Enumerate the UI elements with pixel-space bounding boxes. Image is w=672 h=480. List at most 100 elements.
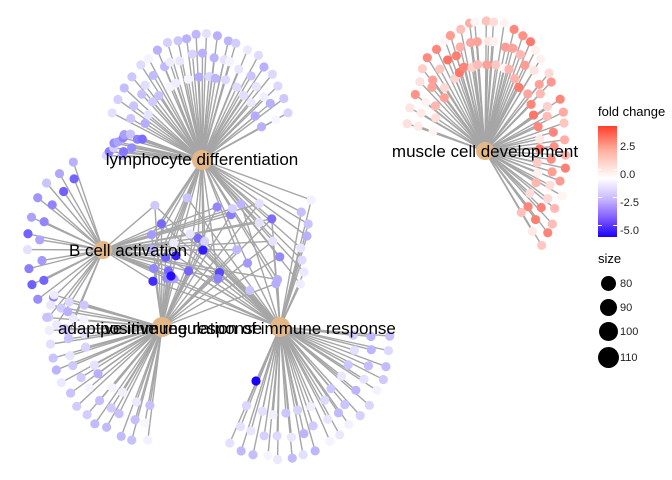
edge <box>201 79 227 161</box>
gene-node <box>174 56 185 66</box>
gene-node <box>378 374 388 385</box>
gene-node <box>197 48 208 58</box>
edge <box>102 204 156 251</box>
edge <box>454 77 486 152</box>
edge <box>276 326 281 436</box>
gene-node <box>42 312 52 322</box>
gene-node <box>136 60 146 70</box>
gene-node <box>428 75 438 85</box>
size-legend-dot <box>599 322 618 341</box>
hub-node-muscle <box>476 142 494 160</box>
gene-node <box>286 432 297 442</box>
gene-node <box>45 339 56 349</box>
gene-node <box>428 126 438 136</box>
gene-node <box>145 400 155 411</box>
gene-node <box>267 214 277 224</box>
gene-node <box>126 113 136 124</box>
gene-node <box>106 403 116 413</box>
gene-node <box>162 37 173 48</box>
edge <box>279 326 329 420</box>
gene-node <box>525 37 536 47</box>
gene-node <box>560 150 571 160</box>
gene-node <box>63 307 73 317</box>
gene-node <box>402 118 412 129</box>
colorbar-tick-label: -2.5 <box>620 197 639 209</box>
gene-node <box>235 421 246 432</box>
gene-node <box>422 53 432 63</box>
hub-label-lymph: lymphocyte differentiation <box>106 150 298 169</box>
edge <box>201 159 302 213</box>
gene-node <box>185 229 195 239</box>
edge <box>279 326 299 411</box>
gene-node <box>223 36 233 46</box>
edge <box>72 161 104 251</box>
edge <box>147 113 203 161</box>
edge <box>201 68 240 161</box>
gene-node <box>54 168 65 179</box>
gene-node <box>421 97 431 107</box>
gene-node <box>535 89 545 99</box>
edge <box>201 86 238 161</box>
gene-node <box>68 360 78 371</box>
edge <box>41 249 104 262</box>
edge <box>102 206 218 251</box>
gene-node <box>146 230 157 240</box>
gene-node <box>24 264 34 274</box>
gene-node <box>293 405 303 415</box>
gene-node <box>79 329 90 339</box>
gene-node <box>191 29 201 39</box>
edge <box>72 249 104 319</box>
edge <box>484 103 532 152</box>
edge <box>435 49 486 152</box>
gene-node <box>530 214 541 225</box>
gene-node <box>63 334 74 344</box>
gene-node <box>140 80 150 90</box>
gene-node <box>299 267 309 277</box>
edge <box>279 326 287 414</box>
gene-node <box>79 315 89 325</box>
edge <box>161 249 238 328</box>
gene-node <box>297 255 307 265</box>
edge <box>279 326 387 368</box>
gene-node <box>169 238 179 248</box>
edge <box>201 159 305 273</box>
edge <box>484 114 534 152</box>
gene-node <box>131 397 141 407</box>
gene-node <box>525 188 535 198</box>
gene-node <box>147 97 158 107</box>
gene-node <box>23 229 33 239</box>
gene-node <box>65 388 76 398</box>
edge <box>39 239 104 251</box>
gene-node <box>508 43 518 53</box>
gene-node <box>154 91 164 101</box>
edge <box>201 96 265 161</box>
gene-node <box>183 74 193 84</box>
gene-node <box>119 83 129 93</box>
edge <box>161 214 232 328</box>
gene-node <box>58 186 69 197</box>
gene-node <box>372 385 382 395</box>
gene-node <box>250 111 260 121</box>
edge <box>152 280 281 328</box>
gene-node <box>537 240 547 251</box>
colorbar-tick <box>613 225 617 226</box>
size-legend-entry: 100 <box>598 320 670 344</box>
gene-node <box>165 57 175 67</box>
edge <box>279 326 349 366</box>
colorbar-tick-label: 0.0 <box>620 169 636 181</box>
gene-node <box>364 400 374 410</box>
edge <box>201 102 252 161</box>
gene-node <box>459 62 469 72</box>
edge <box>279 326 372 351</box>
gene-node <box>118 146 129 157</box>
edge <box>484 150 539 174</box>
edge <box>460 29 486 152</box>
edge <box>53 249 104 298</box>
gene-node <box>431 44 442 54</box>
gene-node <box>56 378 66 388</box>
edge <box>102 240 273 251</box>
gene-node <box>81 342 91 352</box>
gene-node <box>325 436 335 446</box>
gene-node <box>427 82 437 92</box>
edge <box>43 249 104 281</box>
